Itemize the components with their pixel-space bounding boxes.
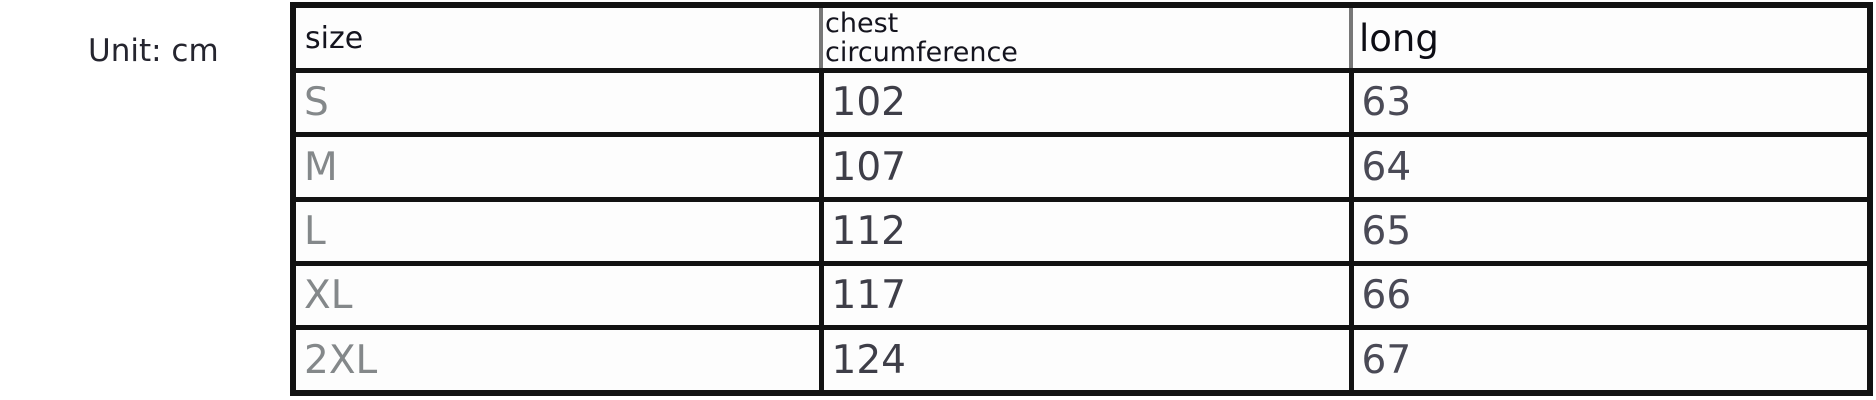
chest-cell: 102 bbox=[818, 67, 1354, 138]
long-cell: 67 bbox=[1348, 325, 1873, 396]
table-row: S 102 63 bbox=[290, 67, 1873, 138]
unit-label: Unit: cm bbox=[88, 33, 219, 69]
header-size: size bbox=[291, 2, 823, 73]
size-cell: S bbox=[290, 67, 824, 138]
chest-cell: 117 bbox=[818, 261, 1354, 331]
size-chart-table: size chest circumference long S 102 63 M… bbox=[290, 2, 1873, 396]
long-cell: 66 bbox=[1348, 261, 1873, 331]
table-row: XL 117 66 bbox=[290, 261, 1873, 331]
long-cell: 65 bbox=[1348, 196, 1873, 267]
table-row: M 107 64 bbox=[290, 132, 1873, 202]
chest-cell: 124 bbox=[818, 325, 1354, 396]
header-long: long bbox=[1349, 2, 1872, 73]
size-cell: XL bbox=[290, 261, 824, 331]
chest-cell: 107 bbox=[818, 132, 1354, 202]
table-row: 2XL 124 67 bbox=[290, 325, 1873, 396]
table-header-row: size chest circumference long bbox=[291, 2, 1872, 73]
chest-cell: 112 bbox=[818, 196, 1354, 267]
header-chest-circumference: chest circumference bbox=[819, 2, 1353, 73]
long-cell: 63 bbox=[1348, 67, 1873, 138]
size-cell: L bbox=[290, 196, 824, 267]
size-cell: 2XL bbox=[290, 325, 824, 396]
table-row: L 112 65 bbox=[290, 196, 1873, 267]
long-cell: 64 bbox=[1348, 132, 1873, 202]
size-cell: M bbox=[290, 132, 824, 202]
